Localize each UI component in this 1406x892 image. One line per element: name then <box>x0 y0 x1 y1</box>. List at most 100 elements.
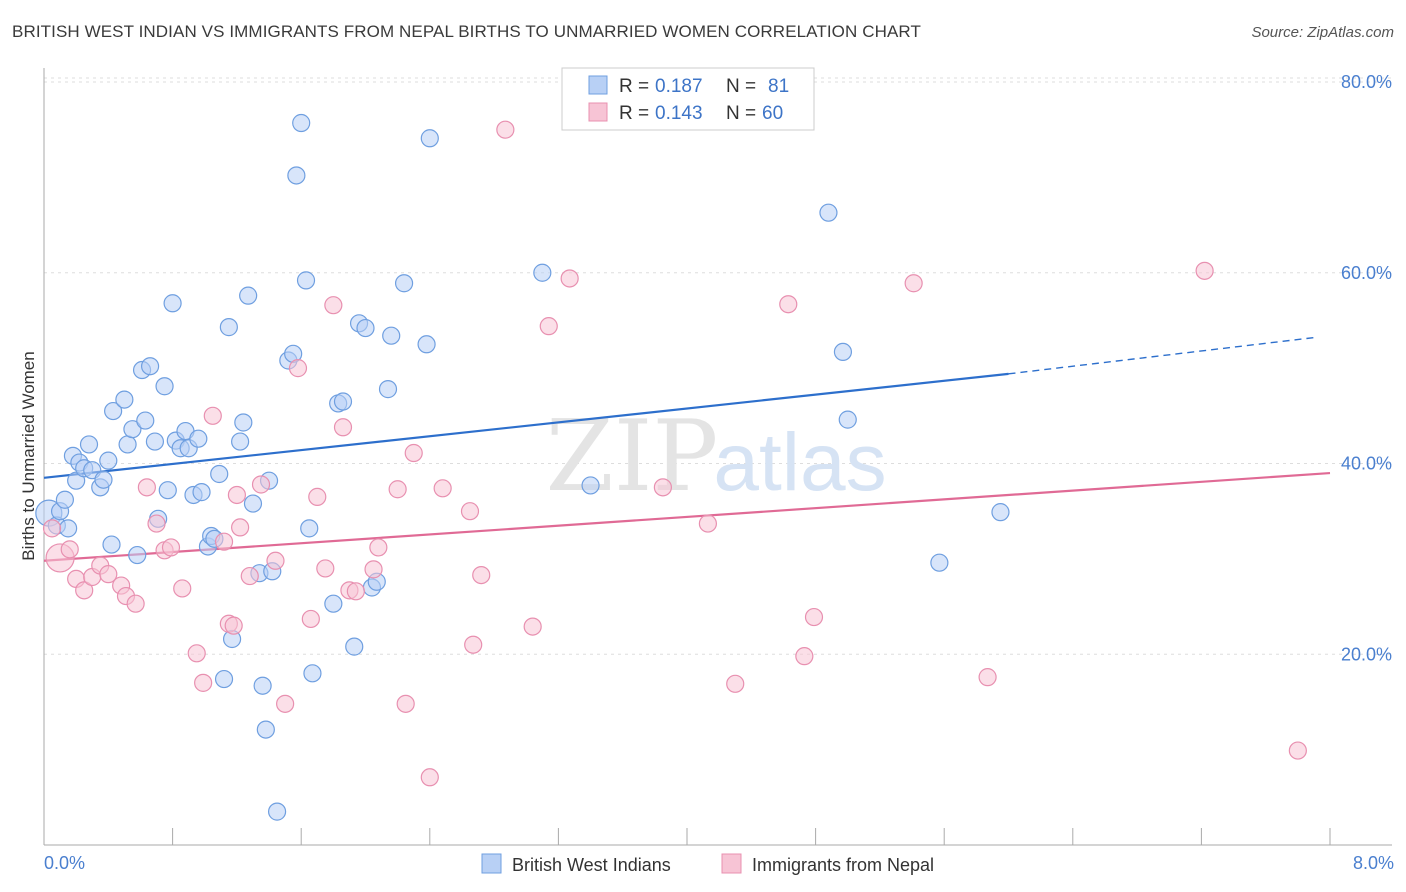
point-immigrants-from-nepal <box>251 475 271 494</box>
point-british-west-indians <box>345 637 364 656</box>
point-immigrants-from-nepal <box>161 538 181 557</box>
y-tick-label: 40.0% <box>1341 454 1392 474</box>
point-immigrants-from-nepal <box>214 532 234 551</box>
bottom-legend-label-1: British West Indians <box>512 855 671 875</box>
point-british-west-indians <box>378 380 398 399</box>
data-points <box>35 113 1307 821</box>
bottom-legend-label-2: Immigrants from Nepal <box>752 855 934 875</box>
point-immigrants-from-nepal <box>308 487 327 506</box>
point-immigrants-from-nepal <box>804 607 824 627</box>
source-label: Source: ZipAtlas.com <box>1251 24 1394 41</box>
legend-r-value-1: 0.187 <box>655 76 703 97</box>
legend-r-value-2: 0.143 <box>655 103 703 124</box>
point-british-west-indians <box>231 432 250 451</box>
point-immigrants-from-nepal <box>75 581 94 600</box>
point-british-west-indians <box>115 390 134 409</box>
point-british-west-indians <box>155 377 174 396</box>
point-british-west-indians <box>394 274 414 293</box>
y-axis-label: Births to Unmarried Women <box>19 351 38 560</box>
point-immigrants-from-nepal <box>42 519 62 538</box>
point-british-west-indians <box>210 464 229 484</box>
legend-r-label-2: R = <box>619 103 649 124</box>
point-immigrants-from-nepal <box>288 359 308 378</box>
point-british-west-indians <box>123 420 142 439</box>
point-british-west-indians <box>296 271 316 290</box>
point-immigrants-from-nepal <box>137 478 156 497</box>
trend-line-british-west-indians <box>43 372 1009 479</box>
point-immigrants-from-nepal <box>276 694 295 713</box>
point-british-west-indians <box>417 335 436 354</box>
point-british-west-indians <box>158 481 177 500</box>
y-tick-label: 20.0% <box>1341 644 1392 664</box>
point-british-west-indians <box>239 286 258 305</box>
point-british-west-indians <box>256 720 275 739</box>
point-immigrants-from-nepal <box>388 480 407 499</box>
point-british-west-indians <box>382 326 401 345</box>
point-immigrants-from-nepal <box>464 635 483 654</box>
legend-n-value-1: 81 <box>768 76 789 97</box>
point-immigrants-from-nepal <box>187 644 206 663</box>
series-legend: British West Indians Immigrants from Nep… <box>481 853 934 875</box>
point-immigrants-from-nepal <box>364 560 383 579</box>
watermark: ZIP atlas <box>546 400 887 514</box>
legend-swatch-pink <box>588 102 608 122</box>
watermark-zip: ZIP <box>546 400 719 514</box>
point-british-west-indians <box>145 432 165 451</box>
point-british-west-indians <box>303 664 322 683</box>
point-immigrants-from-nepal <box>301 609 320 629</box>
point-immigrants-from-nepal <box>173 579 192 598</box>
legend-swatch-blue <box>588 75 608 95</box>
point-immigrants-from-nepal <box>369 538 388 557</box>
point-british-west-indians <box>243 494 263 513</box>
point-immigrants-from-nepal <box>240 566 259 586</box>
bottom-legend-swatch-blue <box>481 853 502 874</box>
stats-legend: R = 0.187 N = 81 R = 0.143 N = 60 <box>561 67 815 131</box>
point-british-west-indians <box>287 166 306 185</box>
point-immigrants-from-nepal <box>472 565 491 585</box>
point-british-west-indians <box>104 401 123 421</box>
point-british-west-indians <box>140 357 160 376</box>
point-british-west-indians <box>819 203 838 222</box>
watermark-atlas: atlas <box>713 417 886 508</box>
point-immigrants-from-nepal <box>231 518 250 537</box>
point-british-west-indians <box>991 503 1010 522</box>
point-immigrants-from-nepal <box>420 768 439 787</box>
point-british-west-indians <box>136 411 155 430</box>
legend-n-label-1: N = <box>726 76 756 97</box>
point-immigrants-from-nepal <box>523 617 542 636</box>
point-immigrants-from-nepal <box>266 551 285 570</box>
point-immigrants-from-nepal <box>539 317 558 336</box>
point-immigrants-from-nepal <box>333 418 353 437</box>
point-immigrants-from-nepal <box>1288 741 1307 760</box>
point-british-west-indians <box>300 519 319 538</box>
point-british-west-indians <box>94 470 113 489</box>
legend-n-value-2: 60 <box>762 103 783 124</box>
point-british-west-indians <box>533 263 552 282</box>
tick-labels: 20.0% 40.0% 60.0% 80.0% 0.0% 8.0% <box>44 72 1394 873</box>
point-british-west-indians <box>55 490 74 509</box>
point-british-west-indians <box>59 519 78 538</box>
point-british-west-indians <box>324 594 343 613</box>
point-british-west-indians <box>128 545 147 565</box>
point-british-west-indians <box>333 392 353 411</box>
point-british-west-indians <box>163 294 182 313</box>
point-british-west-indians <box>234 413 253 432</box>
point-british-west-indians <box>192 483 211 502</box>
trend-lines <box>43 336 1331 562</box>
point-british-west-indians <box>79 435 99 454</box>
point-immigrants-from-nepal <box>698 514 717 533</box>
legend-n-label-2: N = <box>726 103 756 124</box>
point-immigrants-from-nepal <box>224 616 243 635</box>
point-british-west-indians <box>189 429 208 448</box>
point-british-west-indians <box>214 669 234 689</box>
point-immigrants-from-nepal <box>1195 261 1214 280</box>
y-tick-label: 80.0% <box>1341 72 1392 92</box>
x-tick-label: 8.0% <box>1353 853 1394 873</box>
point-immigrants-from-nepal <box>396 694 415 713</box>
point-british-west-indians <box>102 535 121 554</box>
point-british-west-indians <box>930 553 949 572</box>
x-tick-label: 0.0% <box>44 853 85 873</box>
point-british-west-indians <box>292 113 311 133</box>
point-british-west-indians <box>118 435 137 454</box>
